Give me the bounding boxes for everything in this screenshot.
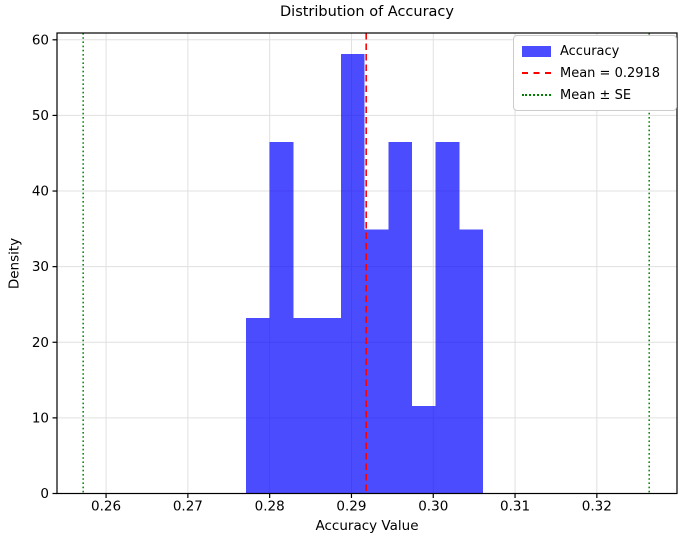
y-tick-label: 30 xyxy=(32,259,49,275)
histogram-bar xyxy=(340,54,365,494)
legend-entry-mean: Mean = 0.2918 xyxy=(522,64,667,82)
x-axis-label: Accuracy Value xyxy=(315,518,419,534)
legend-label-se: Mean ± SE xyxy=(560,87,632,103)
histogram-bar xyxy=(364,229,389,494)
x-tick-label: 0.32 xyxy=(582,499,612,515)
y-tick-label: 20 xyxy=(32,335,49,351)
y-tick-label: 40 xyxy=(32,184,49,200)
x-tick-label: 0.27 xyxy=(173,499,203,515)
y-tick-label: 60 xyxy=(32,32,49,48)
histogram-bar xyxy=(293,318,318,494)
legend-swatch-se-dotted-line xyxy=(522,94,551,96)
histogram-bar xyxy=(435,141,460,494)
histogram-bar xyxy=(411,405,436,494)
histogram-bar xyxy=(317,318,341,494)
x-tick-label: 0.29 xyxy=(336,499,366,515)
plot-border xyxy=(56,32,678,495)
legend-label-accuracy: Accuracy xyxy=(560,43,620,59)
legend-entry-se: Mean ± SE xyxy=(522,86,667,104)
x-tick-label: 0.30 xyxy=(418,499,448,515)
x-tick-label: 0.26 xyxy=(91,499,121,515)
legend-swatch-accuracy-patch xyxy=(522,45,551,57)
histogram-bar xyxy=(245,318,270,494)
x-tick-label: 0.31 xyxy=(500,499,530,515)
y-tick-label: 10 xyxy=(32,410,49,426)
histogram-bar xyxy=(459,229,484,494)
legend-swatch-mean-dashed-line xyxy=(522,72,551,74)
legend-entry-accuracy: Accuracy xyxy=(522,42,667,60)
legend-label-mean: Mean = 0.2918 xyxy=(560,65,661,81)
y-axis-label: Density xyxy=(6,237,23,290)
chart-title: Distribution of Accuracy xyxy=(280,4,454,20)
y-tick-label: 0 xyxy=(40,486,49,502)
histogram-bar xyxy=(269,141,294,494)
histogram-bar xyxy=(388,141,412,494)
y-tick-label: 50 xyxy=(32,108,49,124)
legend: Accuracy Mean = 0.2918 Mean ± SE xyxy=(513,35,677,111)
x-tick-label: 0.28 xyxy=(255,499,285,515)
